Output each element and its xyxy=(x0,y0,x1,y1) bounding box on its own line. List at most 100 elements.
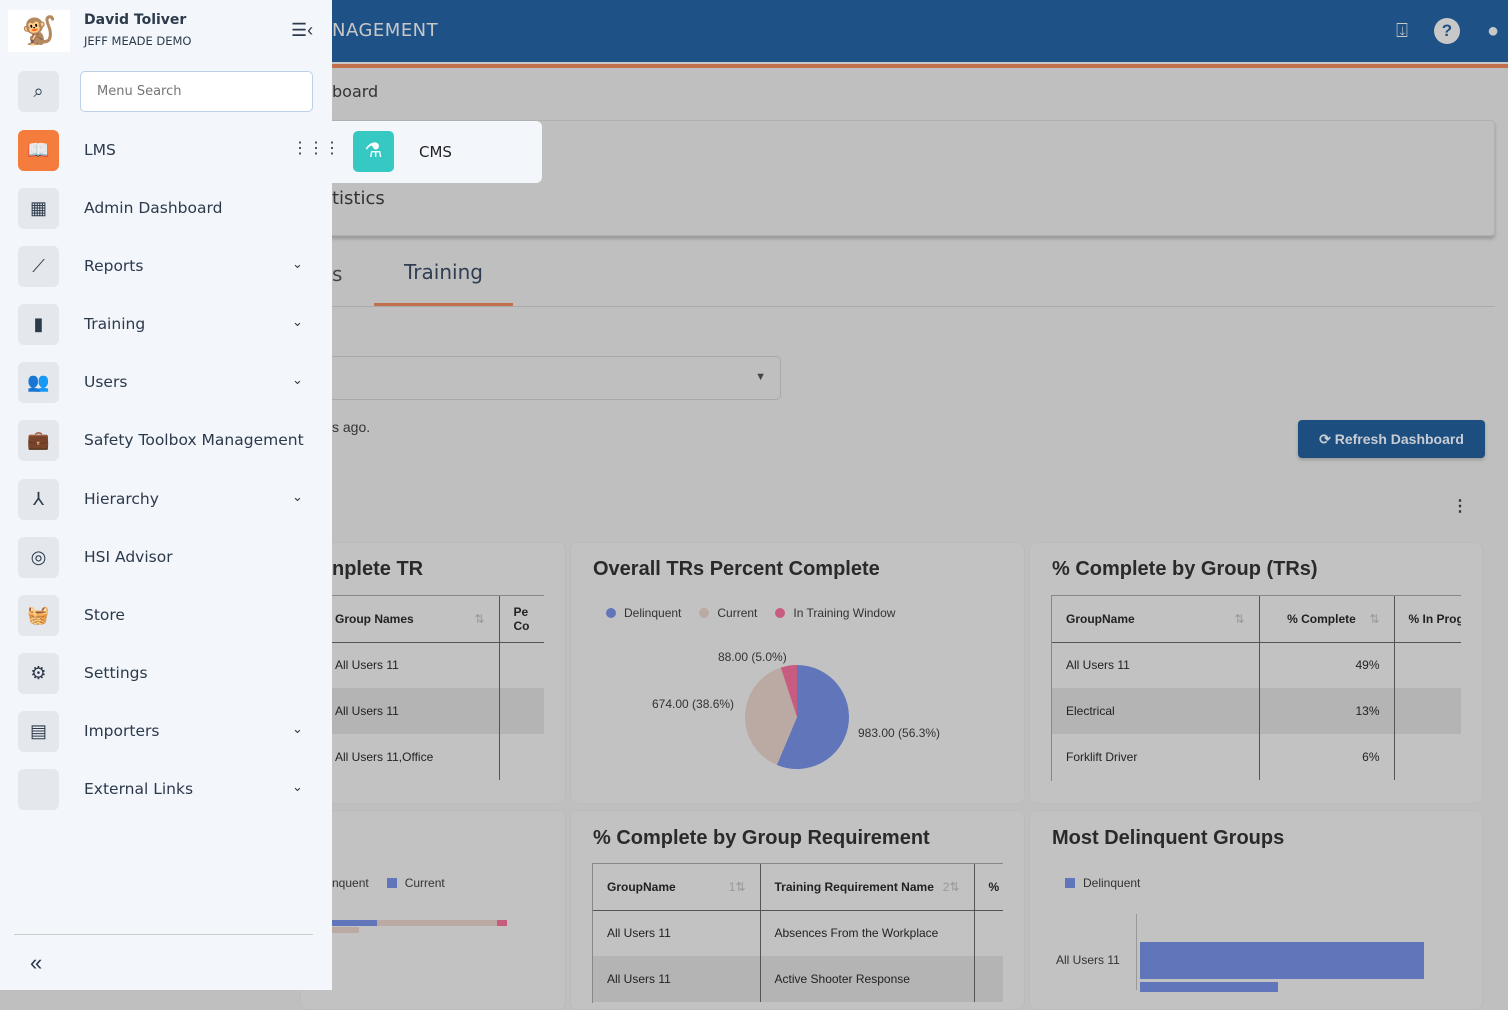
sidebar-item-label: Hierarchy xyxy=(84,490,159,508)
sidebar-item-label: Store xyxy=(84,606,125,624)
sidebar-item-settings[interactable]: ⚙ Settings xyxy=(0,653,332,697)
slice-label: 674.00 (38.6%) xyxy=(652,697,735,711)
pie-slice-delinquent[interactable] xyxy=(776,665,849,769)
sidebar-item-external-links[interactable]: External Links ⌄ xyxy=(0,769,332,813)
sidebar-item-label: Admin Dashboard xyxy=(84,199,223,217)
menu-search-icon[interactable]: ⌕ xyxy=(18,71,59,112)
pie-legend: Delinquent Current In Training Window xyxy=(606,606,895,620)
category-label: All Users 11 xyxy=(1056,953,1120,967)
pie-slice-in-training-window[interactable] xyxy=(780,665,797,717)
chevron-down-icon[interactable]: ⌄ xyxy=(292,489,303,504)
column-header[interactable]: % Complete xyxy=(1287,611,1356,626)
legend-item[interactable]: In Training Window xyxy=(775,606,895,620)
table-row[interactable]: All Users 11 xyxy=(321,688,544,734)
accent-stripe xyxy=(0,62,1508,68)
pie-slice-current[interactable] xyxy=(745,667,797,765)
sort-icon[interactable]: ⇅ xyxy=(1369,611,1380,626)
legend-item[interactable]: Delinquent xyxy=(606,606,681,620)
sort-icon[interactable]: ⇅ xyxy=(474,611,485,626)
sort-icon[interactable]: 1⇅ xyxy=(728,879,746,894)
hierarchy-icon: ⅄ xyxy=(18,479,59,520)
chevron-down-icon[interactable]: ⌄ xyxy=(292,779,303,794)
table-row[interactable]: All Users 11 Active Shooter Response xyxy=(593,956,1003,1002)
user-name: David Toliver xyxy=(84,12,187,28)
sidebar-item-store[interactable]: 🧺 Store xyxy=(0,595,332,639)
cell: All Users 11,Office xyxy=(321,734,500,780)
trend-icon: ⟋ xyxy=(18,246,59,287)
bar-segment-window xyxy=(497,920,507,926)
column-header[interactable]: Pe Co xyxy=(499,596,544,643)
collapse-sidebar-icon[interactable]: « xyxy=(30,950,43,975)
column-header[interactable]: GroupName xyxy=(607,879,676,894)
table-row[interactable]: Forklift Driver 6% xyxy=(1052,734,1461,780)
cell: Forklift Driver xyxy=(1052,734,1260,780)
tab-divider xyxy=(320,306,1495,307)
apps-grid-icon[interactable]: ⋮⋮⋮ xyxy=(292,140,340,157)
group-req-table: GroupName 1⇅ Training Requirement Name 2⇅% … xyxy=(592,863,1003,1003)
user-icon[interactable]: ● xyxy=(1486,20,1500,42)
legend-item[interactable]: Current xyxy=(386,876,445,890)
dashboard-icon: ▦ xyxy=(18,188,59,229)
sidebar-item-hsi-advisor[interactable]: ◎ HSI Advisor xyxy=(0,537,332,581)
menu-search-input[interactable] xyxy=(80,71,313,112)
table-row[interactable]: Electrical 13% xyxy=(1052,688,1461,734)
sort-icon[interactable]: 2⇅ xyxy=(942,879,960,894)
sidebar-item-lms[interactable]: 📖 LMS ⋮⋮⋮ xyxy=(0,130,340,174)
more-vert-icon[interactable]: ⋮ xyxy=(1452,498,1468,515)
table-row[interactable]: All Users 11 Absences From the Workplace xyxy=(593,910,1003,956)
cell: All Users 11 xyxy=(593,956,761,1002)
cell: Active Shooter Response xyxy=(760,956,975,1002)
sidebar-item-training[interactable]: ▮ Training ⌄ xyxy=(0,304,332,348)
menu-collapse-icon[interactable]: ☰‹ xyxy=(291,20,314,40)
divider xyxy=(14,934,313,935)
column-header[interactable]: Training Requirement Name xyxy=(774,879,934,894)
sidebar-item-safety-toolbox-management[interactable]: 💼 Safety Toolbox Management xyxy=(0,420,332,464)
chevron-down-icon[interactable]: ⌄ xyxy=(292,314,303,329)
refresh-dashboard-button[interactable]: ⟳ Refresh Dashboard xyxy=(1298,420,1485,458)
column-header[interactable]: % xyxy=(974,864,1003,911)
filter-select[interactable]: ▼ xyxy=(320,356,781,400)
tab-prev[interactable]: s xyxy=(332,262,343,286)
sidebar-item-reports[interactable]: ⟋ Reports ⌄ xyxy=(0,246,332,290)
chevron-down-icon[interactable]: ⌄ xyxy=(292,372,303,387)
column-header[interactable]: Group Names xyxy=(335,611,414,626)
column-header[interactable]: GroupName xyxy=(1066,611,1135,626)
flask-icon[interactable]: ⚗ xyxy=(353,131,394,172)
sidebar-item-hierarchy[interactable]: ⅄ Hierarchy ⌄ xyxy=(0,479,332,523)
breadcrumb[interactable]: board xyxy=(332,82,379,101)
sidebar: 🐒 David Toliver JEFF MEADE DEMO ☰‹ ⌕ 📖 LM… xyxy=(0,0,340,990)
help-icon[interactable]: ? xyxy=(1434,18,1460,44)
bar[interactable] xyxy=(1140,982,1278,992)
avatar[interactable]: 🐒 xyxy=(8,10,70,52)
table-row[interactable]: All Users 11,Office xyxy=(321,734,544,780)
sidebar-item-importers[interactable]: ▤ Importers ⌄ xyxy=(0,711,332,755)
sort-icon[interactable]: ⇅ xyxy=(1234,611,1245,626)
legend-item[interactable]: Delinquent xyxy=(1065,876,1140,890)
importer-icon: ▤ xyxy=(18,711,59,752)
mobile-download-icon[interactable]: ⍗ xyxy=(1396,20,1408,42)
basket-icon: 🧺 xyxy=(18,595,59,636)
gear-icon: ⚙ xyxy=(18,653,59,694)
sidebar-item-label: Settings xyxy=(84,664,148,682)
app-title: NAGEMENT xyxy=(332,20,439,41)
pie-chart xyxy=(745,665,849,769)
sidebar-item-label: External Links xyxy=(84,780,194,798)
briefcase-icon: 💼 xyxy=(18,420,59,461)
table-row[interactable]: All Users 11 49% xyxy=(1052,642,1461,688)
cell: All Users 11 xyxy=(321,642,500,688)
bar[interactable] xyxy=(1140,942,1424,979)
cell: 6% xyxy=(1259,734,1395,780)
cms-label[interactable]: CMS xyxy=(419,143,452,161)
legend-item[interactable]: Current xyxy=(699,606,757,620)
table-row[interactable]: All Users 11 xyxy=(321,642,544,688)
sidebar-item-label: Safety Toolbox Management xyxy=(84,431,304,449)
refresh-icon: ⟳ xyxy=(1319,431,1331,447)
sidebar-item-users[interactable]: 👥 Users ⌄ xyxy=(0,362,332,406)
sidebar-item-admin-dashboard[interactable]: ▦ Admin Dashboard xyxy=(0,188,332,232)
legend-item[interactable]: nquent xyxy=(332,876,369,890)
chevron-down-icon[interactable]: ⌄ xyxy=(292,256,303,271)
sidebar-item-label: Reports xyxy=(84,257,144,275)
chevron-down-icon[interactable]: ⌄ xyxy=(292,721,303,736)
column-header[interactable]: % In Prog xyxy=(1394,596,1461,643)
tab-training[interactable]: Training xyxy=(374,260,513,306)
